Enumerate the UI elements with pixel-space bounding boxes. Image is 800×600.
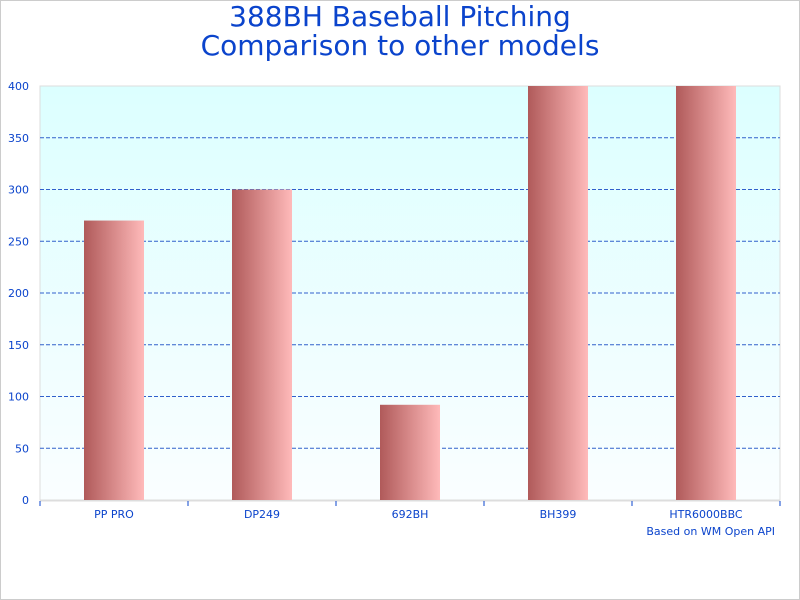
x-tick-label: BH399 bbox=[540, 508, 577, 521]
bar-pp-pro bbox=[84, 220, 144, 501]
credit-label: Based on WM Open API bbox=[646, 525, 775, 538]
bar-692bh bbox=[380, 404, 440, 500]
x-tick-label: PP PRO bbox=[94, 508, 134, 521]
y-tick-label: 200 bbox=[8, 287, 29, 300]
y-tick-label: 350 bbox=[8, 132, 29, 145]
y-tick-label: 50 bbox=[15, 442, 29, 455]
x-tick-label: DP249 bbox=[244, 508, 280, 521]
y-tick-label: 250 bbox=[8, 235, 29, 248]
y-tick-label: 400 bbox=[8, 80, 29, 93]
x-tick-label: HTR6000BBC bbox=[669, 508, 743, 521]
chart-title-line2: Comparison to other models bbox=[200, 29, 600, 62]
y-tick-label: 300 bbox=[8, 184, 29, 197]
y-tick-label: 0 bbox=[22, 494, 29, 507]
y-tick-label: 100 bbox=[8, 391, 29, 404]
chart-title: 388BH Baseball Pitching Comparison to ot… bbox=[0, 2, 800, 60]
y-tick-label: 150 bbox=[8, 339, 29, 352]
chart-title-line1: 388BH Baseball Pitching bbox=[229, 0, 571, 33]
x-tick-label: 692BH bbox=[392, 508, 429, 521]
bar-dp249 bbox=[232, 189, 292, 500]
bar-htr6000bbc bbox=[676, 86, 736, 500]
bar-bh399 bbox=[528, 86, 588, 500]
